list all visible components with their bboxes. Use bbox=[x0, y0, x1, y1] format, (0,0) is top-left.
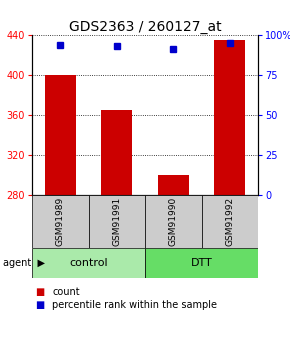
Bar bbox=[158, 175, 189, 195]
Title: GDS2363 / 260127_at: GDS2363 / 260127_at bbox=[69, 20, 221, 34]
Bar bbox=[32, 248, 145, 278]
Bar bbox=[145, 195, 202, 248]
Text: percentile rank within the sample: percentile rank within the sample bbox=[52, 300, 217, 310]
Text: agent  ▶: agent ▶ bbox=[3, 258, 45, 268]
Text: ■: ■ bbox=[35, 300, 44, 310]
Bar bbox=[101, 110, 132, 195]
Text: GSM91991: GSM91991 bbox=[112, 197, 121, 246]
Text: DTT: DTT bbox=[191, 258, 212, 268]
Text: GSM91989: GSM91989 bbox=[56, 197, 65, 246]
Bar bbox=[145, 248, 258, 278]
Bar bbox=[45, 75, 76, 195]
Text: ■: ■ bbox=[35, 287, 44, 297]
Text: control: control bbox=[69, 258, 108, 268]
Bar bbox=[88, 195, 145, 248]
Bar bbox=[32, 195, 88, 248]
Text: GSM91992: GSM91992 bbox=[225, 197, 234, 246]
Bar bbox=[214, 40, 245, 195]
Bar bbox=[202, 195, 258, 248]
Text: GSM91990: GSM91990 bbox=[169, 197, 178, 246]
Text: count: count bbox=[52, 287, 80, 297]
